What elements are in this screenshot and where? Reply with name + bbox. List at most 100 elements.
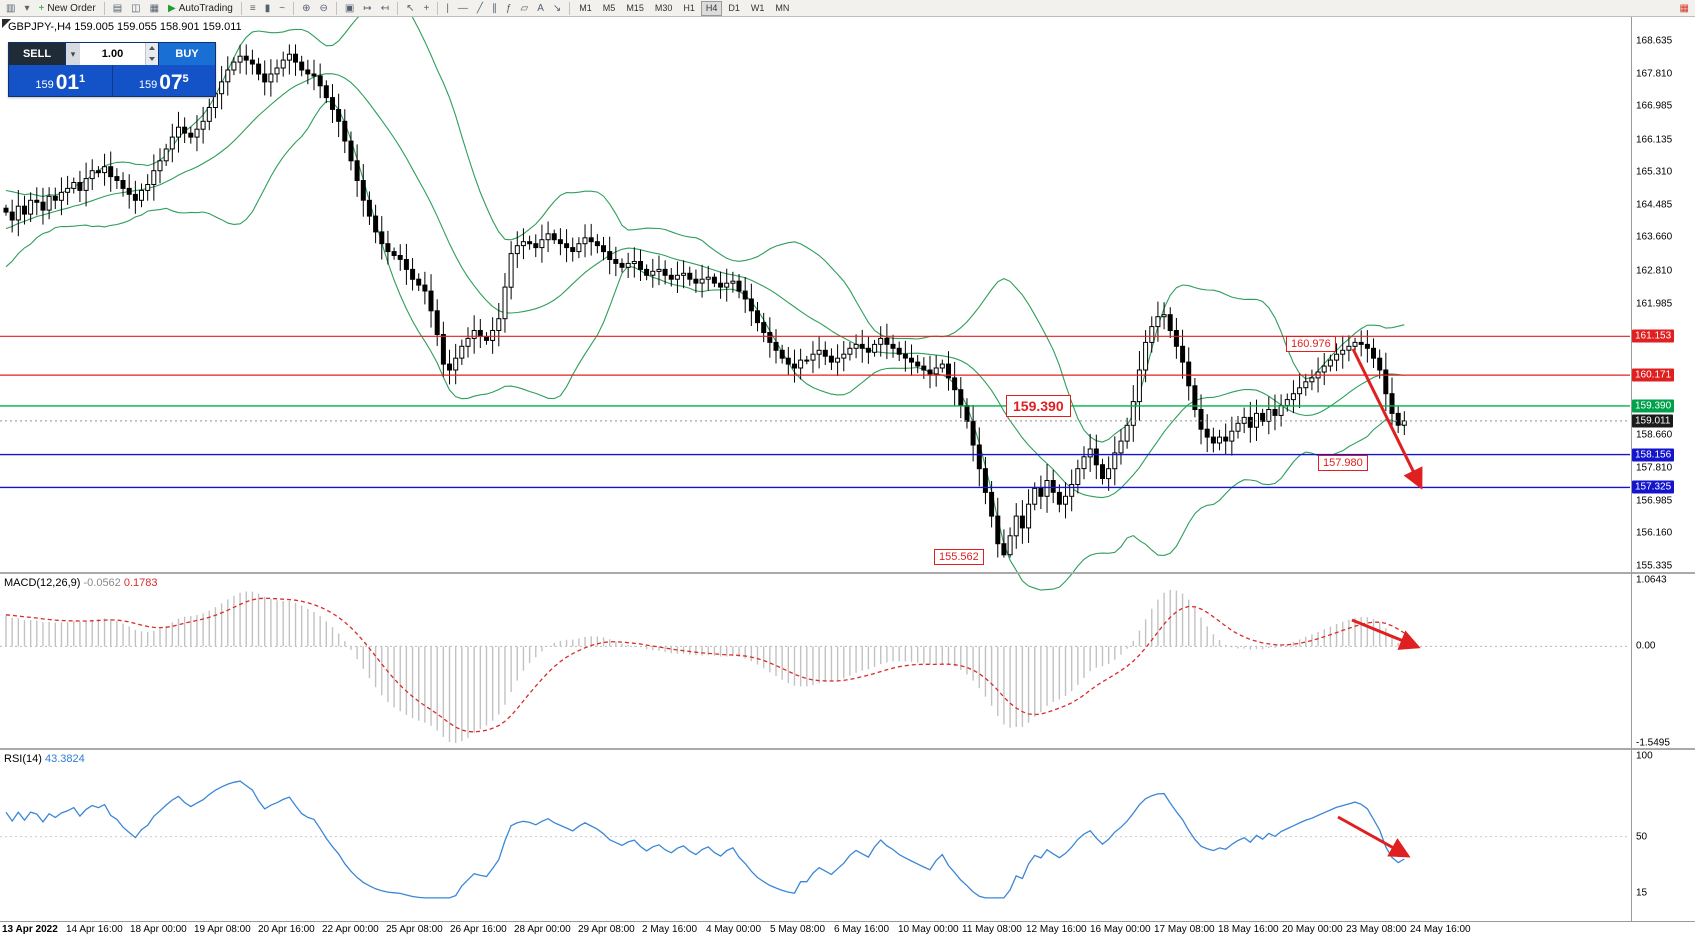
- new-order-icon: +: [38, 2, 45, 14]
- price-annotation-box[interactable]: 160.976: [1286, 336, 1336, 352]
- text-tool-button[interactable]: A: [533, 1, 548, 16]
- tf-m15[interactable]: M15: [621, 1, 649, 16]
- candlestick: [206, 107, 212, 122]
- trend-arrow-object[interactable]: [1351, 618, 1421, 650]
- auto-scroll-button[interactable]: ↦: [359, 1, 375, 16]
- chart-dropdown-icon[interactable]: ▾: [20, 1, 33, 16]
- one-click-collapse-icon[interactable]: [2, 19, 11, 28]
- candlestick: [15, 205, 21, 221]
- zoom-in-button[interactable]: ⊕: [298, 1, 314, 16]
- candlestick: [798, 359, 804, 369]
- volume-decrease-button[interactable]: [146, 54, 158, 65]
- time-axis-label: 13 Apr 2022: [2, 924, 58, 935]
- buy-price-prefix: 159: [138, 79, 158, 91]
- candlestick: [330, 97, 335, 110]
- trend-arrow-object[interactable]: [1351, 348, 1423, 490]
- fibonacci-button[interactable]: ƒ: [502, 1, 516, 16]
- candlestick: [102, 166, 108, 174]
- market-watch-button[interactable]: ▤: [109, 1, 126, 16]
- toolbar: ▥ ▾ + New Order ▤ ◫ ▦ ▶ AutoTrading ≡ ▮ ~ ⊕ ⊖ ▣ ↦ ↤ ↖ + | — ╱…: [0, 0, 1695, 17]
- vertical-line-button[interactable]: |: [442, 1, 453, 16]
- tf-d1[interactable]: D1: [723, 1, 745, 16]
- volume-dropdown-icon[interactable]: ▾: [66, 43, 80, 65]
- candlestick: [268, 73, 274, 83]
- tf-w1[interactable]: W1: [746, 1, 770, 16]
- candlestick: [939, 363, 945, 369]
- candlestick: [1112, 452, 1118, 470]
- rsi-panel-divider[interactable]: [0, 748, 1695, 750]
- tile-windows-button[interactable]: ▣: [341, 1, 358, 16]
- candlestick: [533, 243, 539, 249]
- price-annotation-box[interactable]: 159.390: [1006, 395, 1071, 417]
- time-axis-label: 18 Apr 00:00: [130, 924, 187, 935]
- new-order-button[interactable]: + New Order: [34, 1, 99, 16]
- candlestick: [453, 357, 459, 371]
- tf-m1[interactable]: M1: [574, 1, 597, 16]
- volume-increase-button[interactable]: [146, 43, 158, 54]
- volume-input[interactable]: [80, 43, 145, 65]
- buy-price[interactable]: 159 07 5: [113, 65, 216, 96]
- candlestick: [182, 126, 188, 134]
- candlestick: [1007, 535, 1013, 556]
- candlestick: [1087, 448, 1093, 458]
- candlestick: [564, 243, 570, 249]
- sell-price[interactable]: 159 01 1: [9, 65, 113, 96]
- tf-h1[interactable]: H1: [678, 1, 700, 16]
- candlestick: [434, 310, 440, 335]
- candlestick: [927, 369, 933, 375]
- candlestick: [551, 233, 557, 241]
- bars-mode-button[interactable]: ≡: [246, 1, 260, 16]
- macd-panel-divider[interactable]: [0, 572, 1695, 574]
- line-mode-button[interactable]: ~: [275, 1, 289, 16]
- rsi-axis-label: 50: [1636, 831, 1648, 843]
- candlestick: [594, 241, 600, 247]
- candlestick: [828, 355, 834, 363]
- candlestick: [878, 337, 884, 345]
- terminal-button[interactable]: ▦: [146, 1, 163, 16]
- sell-button[interactable]: SELL: [9, 43, 65, 65]
- candlestick: [1124, 424, 1130, 442]
- fibonacci-icon: ƒ: [505, 2, 512, 14]
- candlestick: [65, 187, 71, 193]
- tf-m5[interactable]: M5: [598, 1, 621, 16]
- candlestick: [1063, 495, 1068, 505]
- candlestick: [1180, 345, 1186, 363]
- trend-arrow-object[interactable]: [1337, 815, 1411, 858]
- shapes-button[interactable]: ▱: [517, 1, 533, 16]
- candlestick: [108, 166, 114, 178]
- price-annotation-box[interactable]: 155.562: [934, 549, 984, 565]
- candlestick: [447, 363, 452, 371]
- cursor-button[interactable]: ↖: [402, 1, 418, 16]
- candlestick: [194, 128, 200, 138]
- candlestick: [767, 332, 773, 343]
- tf-mn[interactable]: MN: [770, 1, 794, 16]
- arrow-tool-button[interactable]: ↘: [549, 1, 565, 16]
- new-chart-button[interactable]: ▥: [2, 1, 19, 16]
- price-annotation-box[interactable]: 157.980: [1318, 455, 1368, 471]
- candles-mode-button[interactable]: ▮: [261, 1, 275, 16]
- candlestick: [342, 120, 348, 142]
- trendline-icon: ╱: [476, 2, 483, 14]
- candlestick: [465, 337, 471, 347]
- autotrading-button[interactable]: ▶ AutoTrading: [164, 1, 237, 16]
- price-axis-label: 166.135: [1636, 134, 1673, 146]
- time-axis-label: 5 May 08:00: [770, 924, 826, 935]
- candlestick: [890, 343, 896, 349]
- channel-button[interactable]: ∥: [488, 1, 501, 16]
- candlestick: [58, 191, 64, 201]
- chart-dropdown-icon-icon: ▾: [24, 2, 30, 14]
- chart-shift-button[interactable]: ↤: [377, 1, 393, 16]
- zoom-out-button[interactable]: ⊖: [315, 1, 331, 16]
- trendline-button[interactable]: ╱: [473, 1, 487, 16]
- tf-h4[interactable]: H4: [700, 0, 723, 16]
- horizontal-line-button[interactable]: —: [454, 1, 472, 16]
- navigator-button[interactable]: ◫: [127, 1, 144, 16]
- candlestick: [1192, 385, 1198, 410]
- tf-m30[interactable]: M30: [650, 1, 678, 16]
- candlestick: [1334, 353, 1340, 361]
- crosshair-button[interactable]: +: [419, 1, 433, 16]
- charts-grid-icon[interactable]: ▦: [1676, 1, 1693, 16]
- buy-button[interactable]: BUY: [159, 43, 215, 65]
